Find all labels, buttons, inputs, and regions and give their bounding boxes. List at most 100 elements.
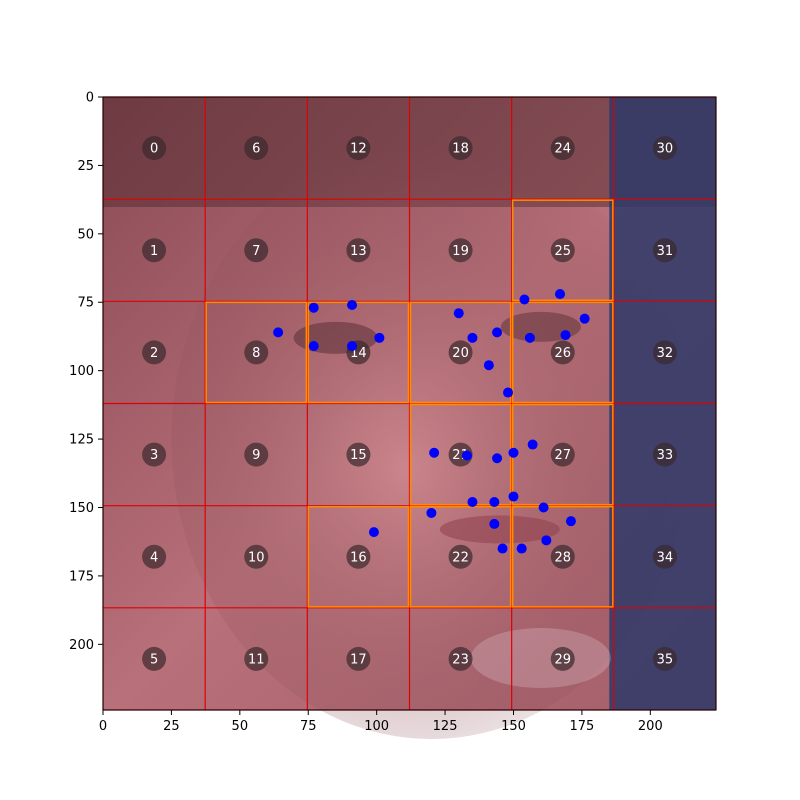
cell-label-badge xyxy=(244,340,269,365)
cell-label: 6 xyxy=(252,142,260,157)
cell-label: 2 xyxy=(150,346,158,361)
landmark-point xyxy=(560,330,571,341)
y-tick-label: 125 xyxy=(69,433,94,448)
landmark-point xyxy=(429,447,440,458)
cell-label-badge xyxy=(550,544,575,569)
cell-label: 9 xyxy=(252,448,260,463)
cell-label: 3 xyxy=(150,448,158,463)
landmark-point xyxy=(555,289,566,300)
axes: 0 25 50 75 100 125 150 175 200025507510012515017… xyxy=(69,91,717,734)
highlighted-cell xyxy=(409,301,512,404)
cell-label-badge xyxy=(448,136,473,161)
cell-label: 22 xyxy=(452,550,469,565)
landmark-point xyxy=(461,450,472,461)
landmark-points xyxy=(273,289,590,554)
cell-label: 27 xyxy=(554,448,571,463)
cell-label-badge xyxy=(244,238,269,263)
x-tick-label: 100 xyxy=(364,719,389,734)
landmark-point xyxy=(489,497,500,508)
cell-label-badge xyxy=(346,646,371,671)
x-tick-label: 50 xyxy=(232,719,249,734)
cell-label-badge xyxy=(652,646,677,671)
axes-frame xyxy=(102,96,717,711)
landmark-point xyxy=(483,360,494,371)
x-tick-label: 175 xyxy=(569,719,594,734)
landmark-point xyxy=(508,447,519,458)
cell-label: 1 xyxy=(150,244,158,259)
cell-labels: 0123456789101112131415161718192021222324… xyxy=(142,136,677,671)
cell-label-badge xyxy=(652,340,677,365)
cell-label: 32 xyxy=(657,346,674,361)
y-tick-label: 175 xyxy=(69,569,94,584)
landmark-point xyxy=(347,299,358,310)
cell-label-badge xyxy=(244,442,269,467)
cell-label: 17 xyxy=(350,652,367,667)
cell-label: 12 xyxy=(350,142,367,157)
cell-label-badge xyxy=(448,544,473,569)
x-tick-label: 125 xyxy=(433,719,458,734)
cell-label-badge xyxy=(244,646,269,671)
landmark-point xyxy=(541,535,552,546)
highlighted-cell xyxy=(511,301,614,404)
landmark-point xyxy=(489,518,500,529)
landmark-point xyxy=(426,507,437,518)
landmark-point xyxy=(497,543,508,554)
cell-label: 30 xyxy=(657,142,674,157)
y-tick-label: 50 xyxy=(77,227,94,242)
cell-label: 20 xyxy=(452,346,469,361)
landmark-point xyxy=(538,502,549,513)
cell-label: 35 xyxy=(657,652,674,667)
highlighted-cell xyxy=(511,505,614,608)
cell-label: 10 xyxy=(248,550,265,565)
mouth-shadow xyxy=(439,515,560,544)
highlighted-cell xyxy=(307,505,410,608)
cell-label: 33 xyxy=(657,448,674,463)
landmark-point xyxy=(519,294,530,305)
y-tick-label: 25 xyxy=(77,159,94,174)
y-tick-label: 0 xyxy=(86,91,94,106)
cell-label-badge xyxy=(448,238,473,263)
cell-label: 34 xyxy=(657,550,674,565)
landmark-point xyxy=(524,332,535,343)
face-highlight xyxy=(171,139,692,740)
cell-label-badge xyxy=(550,136,575,161)
cell-label: 26 xyxy=(554,346,571,361)
landmark-point xyxy=(467,332,478,343)
y-tick-label: 100 xyxy=(69,364,94,379)
landmark-point xyxy=(508,491,519,502)
y-tick-label: 200 xyxy=(69,638,94,653)
x-tick-label: 25 xyxy=(163,719,180,734)
cell-label: 13 xyxy=(350,244,367,259)
cell-label-badge xyxy=(142,544,167,569)
cell-label-badge xyxy=(550,238,575,263)
cell-label-badge xyxy=(550,340,575,365)
cell-label-badge xyxy=(244,136,269,161)
cell-label-badge xyxy=(346,238,371,263)
landmark-point xyxy=(492,453,503,464)
y-tick-label: 75 xyxy=(77,296,94,311)
x-tick-label: 200 xyxy=(638,719,663,734)
highlighted-cell xyxy=(409,505,512,608)
cell-label: 5 xyxy=(150,652,158,667)
cell-label-badge xyxy=(142,646,167,671)
landmark-point xyxy=(527,439,538,450)
cell-label-badge xyxy=(346,544,371,569)
cell-label: 28 xyxy=(554,550,571,565)
cell-label-badge xyxy=(448,442,473,467)
cell-label: 24 xyxy=(554,142,571,157)
cell-label: 0 xyxy=(150,142,158,157)
cell-label-badge xyxy=(550,442,575,467)
x-tick-label: 0 xyxy=(99,719,107,734)
landmark-point xyxy=(492,327,503,338)
highlighted-cell xyxy=(205,301,308,404)
landmark-point xyxy=(308,341,319,352)
landmark-point xyxy=(467,497,478,508)
cell-label: 8 xyxy=(252,346,260,361)
cell-label-badge xyxy=(142,340,167,365)
cell-label-badge xyxy=(652,238,677,263)
landmark-point xyxy=(308,302,319,313)
cell-label-badge xyxy=(652,544,677,569)
cell-label: 4 xyxy=(150,550,158,565)
cell-label-badge xyxy=(448,646,473,671)
